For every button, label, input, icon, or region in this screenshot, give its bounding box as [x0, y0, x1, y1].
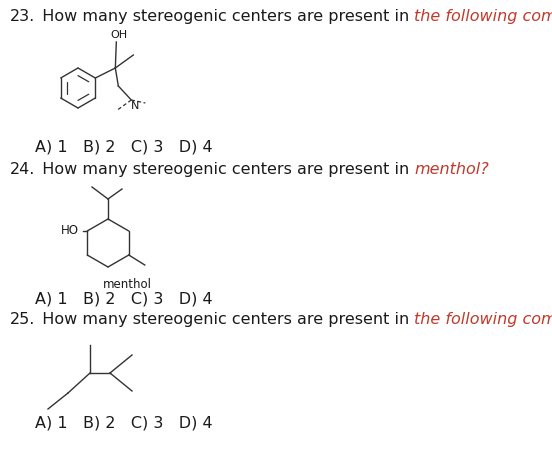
Text: How many stereogenic centers are present in: How many stereogenic centers are present… — [32, 9, 415, 24]
Text: N: N — [131, 101, 140, 111]
Text: the following compound?: the following compound? — [415, 9, 552, 24]
Text: How many stereogenic centers are present in: How many stereogenic centers are present… — [32, 162, 415, 177]
Text: OH: OH — [110, 30, 128, 40]
Text: A) 1   B) 2   C) 3   D) 4: A) 1 B) 2 C) 3 D) 4 — [35, 291, 213, 306]
Text: How many stereogenic centers are present in: How many stereogenic centers are present… — [32, 312, 415, 327]
Text: 23.: 23. — [10, 9, 35, 24]
Text: 24.: 24. — [10, 162, 35, 177]
Text: the following compound?: the following compound? — [415, 312, 552, 327]
Text: A) 1   B) 2   C) 3   D) 4: A) 1 B) 2 C) 3 D) 4 — [35, 415, 213, 430]
Text: A) 1   B) 2   C) 3   D) 4: A) 1 B) 2 C) 3 D) 4 — [35, 140, 213, 155]
Text: 25.: 25. — [10, 312, 35, 327]
Text: menthol: menthol — [103, 278, 152, 291]
Text: menthol?: menthol? — [415, 162, 489, 177]
Text: HO: HO — [61, 225, 79, 237]
